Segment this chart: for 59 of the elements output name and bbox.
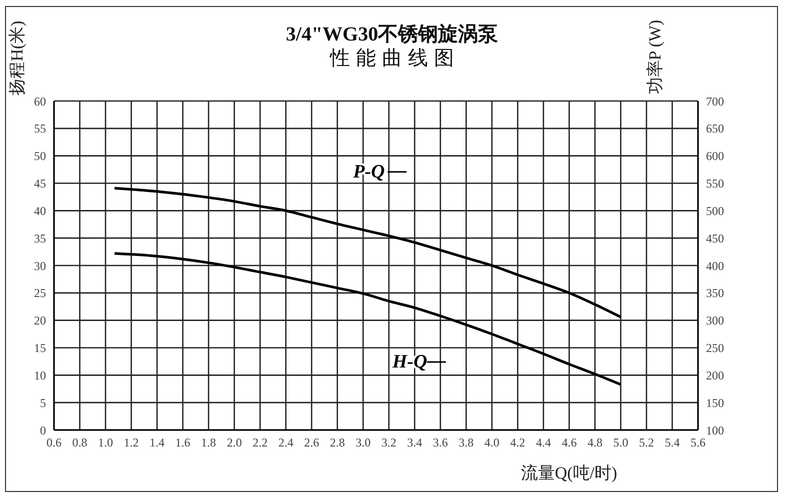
y-tick-label: 60 [34,94,46,108]
x-tick-label: 4.6 [562,436,577,450]
y-tick-label: 20 [34,314,46,328]
y-tick-label: 55 [34,122,46,136]
x-tick-label: 4.0 [484,436,500,450]
line-series [113,252,622,386]
x-tick-label: 0.8 [72,436,88,450]
y2-tick-label: 650 [706,122,724,136]
x-tick-label: 5.0 [613,436,628,450]
x-tick-label: 3.0 [356,436,371,450]
y2-tick-label: 500 [706,204,724,218]
line-series [113,186,622,318]
x-tick-label: 5.2 [638,436,654,450]
y2-tick-label: 350 [706,286,724,300]
y2-tick-label: 300 [706,314,724,328]
y2-tick-label: 150 [706,396,724,410]
x-tick-label: 2.0 [226,436,242,450]
y-tick-label: 30 [34,258,46,273]
y2-tick-label: 200 [706,368,724,382]
y2-tick-label: 400 [706,258,724,273]
x-tick-label: 1.4 [150,436,165,450]
x-tick-label: 1.0 [98,436,114,450]
y2-axis-title: 功率P (W) [644,20,666,94]
y-tick-label: 25 [34,286,46,300]
chart-subtitle: 性能曲线图 [330,46,460,72]
x-tick-label: 2.2 [252,436,268,450]
x-tick-label: 3.2 [381,436,396,450]
x-tick-label: 1.6 [175,436,190,450]
y2-tick-label: 450 [706,231,724,246]
x-tick-label: 2.4 [278,436,294,450]
x-tick-label: 1.2 [124,436,139,450]
x-tick-label: 3.8 [458,436,474,450]
x-tick-label: 4.8 [587,436,602,450]
y2-tick-label: 600 [706,149,724,164]
x-tick-label: 2.8 [330,436,345,450]
y-tick-label: 10 [34,368,46,382]
y-tick-label: 50 [34,149,46,164]
y2-tick-label: 100 [706,423,724,438]
chart-title: 3/4"WG30不锈钢旋涡泵 [286,22,498,48]
y2-tick-label: 250 [706,341,724,356]
y-tick-label: 15 [34,341,46,356]
x-tick-label: 0.6 [46,436,62,450]
x-tick-label: 3.4 [407,436,422,450]
y-axis-title: 扬程H(米) [6,20,28,96]
y-tick-label: 35 [34,231,46,246]
x-tick-label: 5.6 [690,436,706,450]
y2-tick-label: 550 [706,176,724,191]
y-tick-label: 5 [40,396,46,410]
x-tick-label: 2.6 [304,436,320,450]
y-tick-label: 0 [40,423,46,438]
y-tick-label: 45 [34,176,46,191]
x-tick-label: 4.4 [536,436,551,450]
x-tick-label: 3.6 [432,436,448,450]
x-tick-label: 5.4 [664,436,680,450]
y-tick-label: 40 [34,204,46,218]
y2-tick-label: 700 [706,94,724,108]
x-tick-label: 4.2 [510,436,526,450]
x-axis-title: 流量Q(吨/时) [520,462,618,484]
x-tick-label: 1.8 [201,436,216,450]
